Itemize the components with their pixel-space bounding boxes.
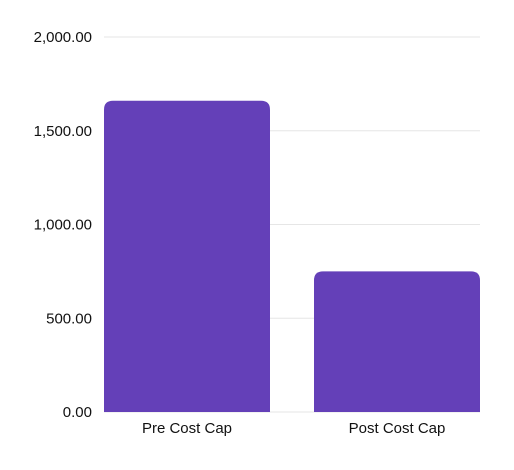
y-tick-label: 1,500.00 — [34, 123, 92, 140]
y-tick-label: 500.00 — [46, 310, 92, 327]
y-tick-label: 1,000.00 — [34, 217, 92, 234]
y-axis-ticks: 0.00 500.00 1,000.00 1,500.00 2,000.00 — [34, 29, 92, 421]
x-category-label: Post Cost Cap — [349, 420, 446, 437]
x-axis-labels: Pre Cost Cap Post Cost Cap — [142, 420, 445, 437]
bars — [104, 100, 480, 412]
y-tick-label: 2,000.00 — [34, 29, 92, 46]
bar-post-cost-cap — [314, 271, 480, 412]
bar-pre-cost-cap — [104, 100, 270, 412]
y-tick-label: 0.00 — [63, 404, 92, 421]
x-category-label: Pre Cost Cap — [142, 420, 232, 437]
